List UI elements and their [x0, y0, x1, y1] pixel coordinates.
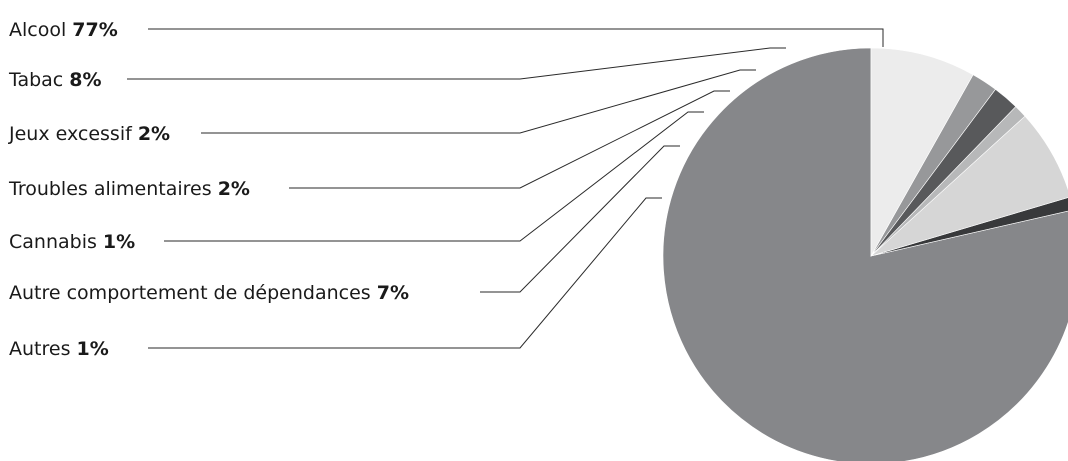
slice-label-jeux-excessif: Jeux excessif 2%: [8, 123, 170, 145]
slice-label-name: Cannabis: [9, 231, 103, 253]
slice-label-percent: 2%: [218, 178, 250, 200]
leader-line-cannabis: [164, 111, 704, 242]
slice-label-name: Jeux excessif: [8, 123, 138, 145]
slice-label-tabac: Tabac 8%: [8, 69, 102, 91]
leader-line-alcool: [148, 28, 884, 47]
pie-slice-tabac: [870, 47, 974, 258]
slice-label-autre-comportement-de-dependances: Autre comportement de dépendances 7%: [9, 282, 409, 304]
slice-label-alcool: Alcool 77%: [9, 19, 118, 41]
slice-label-name: Tabac: [8, 69, 69, 91]
slice-label-name: Alcool: [9, 19, 72, 41]
slice-label-percent: 8%: [69, 69, 101, 91]
slice-label-cannabis: Cannabis 1%: [9, 231, 135, 253]
leader-line-tabac: [127, 47, 786, 80]
leader-line-autre-comportement-de-dependances: [480, 145, 680, 293]
slice-label-name: Autres: [9, 338, 77, 360]
slice-label-name: Troubles alimentaires: [8, 178, 218, 200]
slice-label-percent: 1%: [103, 231, 135, 253]
leader-lines: [127, 28, 884, 349]
slice-label-percent: 7%: [377, 282, 409, 304]
slice-label-name: Autre comportement de dépendances: [9, 282, 377, 304]
leader-line-troubles-alimentaires: [289, 90, 730, 189]
slice-label-percent: 1%: [77, 338, 109, 360]
leader-line-jeux-excessif: [201, 69, 756, 134]
pie-slice-alcool: [662, 47, 1068, 461]
slice-label-percent: 2%: [138, 123, 170, 145]
slice-label-autres: Autres 1%: [9, 338, 109, 360]
slice-label-percent: 77%: [72, 19, 117, 41]
leader-line-autres: [148, 197, 662, 349]
slice-label-troubles-alimentaires: Troubles alimentaires 2%: [8, 178, 250, 200]
pie-slices: [662, 47, 1068, 461]
slice-labels: Alcool 77%Tabac 8%Jeux excessif 2%Troubl…: [8, 19, 409, 360]
